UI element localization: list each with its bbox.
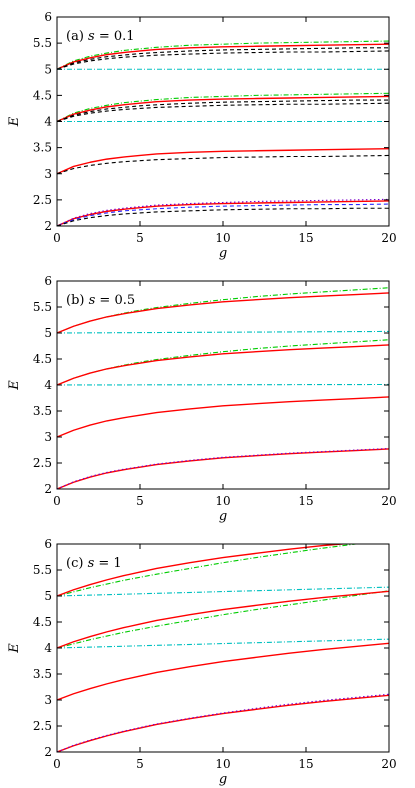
series-line-7 [57, 292, 389, 334]
y-tick-label: 2 [44, 745, 52, 759]
y-tick-label: 6 [44, 274, 52, 288]
series-line-13 [57, 47, 389, 70]
series-line-1 [57, 693, 389, 752]
x-tick-label: 20 [381, 757, 396, 771]
annotation-variable: s [88, 556, 95, 571]
x-tick-label: 5 [136, 757, 144, 771]
series-line-5 [57, 154, 389, 175]
x-tick-label: 10 [215, 494, 230, 508]
y-tick-label: 6 [44, 537, 52, 551]
series-line-6 [57, 287, 389, 334]
x-tick-label: 15 [298, 494, 313, 508]
series-line-8 [57, 586, 389, 597]
annotation-value: = 0.1 [95, 29, 135, 44]
panel-annotation: (b) s = 0.5 [66, 293, 135, 308]
series-line-7 [57, 95, 389, 123]
y-tick-label: 4 [44, 115, 52, 129]
chart-panel-2: 0 5 10 15 20 2 2.5 3 3.5 4 4.5 5 5.5 6 g E (c) s = 1 [7, 537, 397, 787]
chart-panel-1: 0 5 10 15 20 2 2.5 3 3.5 4 4.5 5 5.5 6 g E (b) s = 0.5 [7, 274, 397, 524]
y-tick-label: 2 [44, 219, 52, 233]
series-line-4 [57, 147, 389, 175]
x-tick-label: 20 [381, 494, 396, 508]
series-line-0 [57, 694, 389, 752]
y-tick-label: 2.5 [33, 193, 52, 207]
series-line-0 [57, 200, 389, 226]
chart-panel-0: 0 5 10 15 20 2 2.5 3 3.5 4 4.5 5 5.5 6 g E (a) s = 0.1 [7, 10, 397, 261]
panel-annotation: (a) s = 0.1 [66, 29, 135, 44]
y-tick-label: 4.5 [33, 88, 52, 102]
annotation-variable: s [89, 293, 96, 308]
series-line-2 [57, 203, 389, 226]
y-axis-label: E [7, 643, 22, 654]
series-line-12 [57, 43, 389, 70]
x-axis-label: g [219, 246, 227, 261]
x-tick-label: 0 [53, 231, 61, 245]
series-line-3 [57, 590, 389, 649]
y-tick-label: 5 [44, 589, 52, 603]
annotation-prefix: (c) [66, 556, 88, 571]
annotation-variable: s [88, 29, 95, 44]
y-tick-label: 5 [44, 326, 52, 340]
x-axis-label: g [219, 509, 227, 524]
y-tick-label: 5.5 [33, 300, 52, 314]
y-tick-label: 5.5 [33, 36, 52, 50]
y-tick-label: 3 [44, 693, 52, 707]
x-tick-label: 20 [381, 231, 396, 245]
series-group [57, 17, 389, 226]
y-axis-label: E [7, 116, 22, 127]
series-line-3 [57, 339, 389, 386]
x-tick-label: 0 [53, 757, 61, 771]
series-line-8 [57, 99, 389, 123]
series-line-4 [57, 344, 389, 386]
series-line-1 [57, 447, 389, 489]
x-axis-label: g [219, 772, 227, 787]
series-line-5 [57, 383, 389, 386]
annotation-prefix: (a) [66, 29, 88, 44]
series-line-6 [57, 544, 368, 597]
y-tick-label: 5.5 [33, 563, 52, 577]
series-line-5 [57, 638, 389, 649]
series-line-3 [57, 207, 389, 226]
annotation-value: = 0.5 [95, 293, 135, 308]
x-tick-label: 10 [215, 757, 230, 771]
y-tick-label: 4.5 [33, 615, 52, 629]
y-tick-label: 2.5 [33, 456, 52, 470]
y-tick-label: 2 [44, 482, 52, 496]
y-tick-label: 5 [44, 62, 52, 76]
x-tick-label: 15 [298, 231, 313, 245]
series-line-9 [57, 102, 389, 123]
series-line-14 [57, 50, 389, 70]
series-group [57, 281, 389, 489]
series-line-4 [57, 590, 389, 649]
series-line-6 [57, 92, 389, 122]
x-tick-label: 5 [136, 494, 144, 508]
annotation-value: = 1 [94, 556, 121, 571]
y-axis-label: E [7, 380, 22, 391]
series-group [57, 544, 389, 752]
y-tick-label: 3.5 [33, 141, 52, 155]
x-tick-label: 10 [215, 231, 230, 245]
series-line-7 [57, 544, 352, 597]
series-line-11 [57, 40, 389, 70]
panel-annotation: (c) s = 1 [66, 556, 122, 571]
x-tick-label: 5 [136, 231, 144, 245]
x-tick-label: 0 [53, 494, 61, 508]
series-line-2 [57, 642, 389, 701]
x-tick-label: 15 [298, 757, 313, 771]
y-tick-label: 3 [44, 167, 52, 181]
y-tick-label: 4.5 [33, 352, 52, 366]
series-line-2 [57, 396, 389, 438]
y-tick-label: 2.5 [33, 719, 52, 733]
y-tick-label: 3.5 [33, 404, 52, 418]
annotation-prefix: (b) [66, 293, 89, 308]
y-tick-label: 6 [44, 10, 52, 24]
y-tick-label: 3.5 [33, 667, 52, 681]
y-tick-label: 4 [44, 641, 52, 655]
series-line-8 [57, 330, 389, 334]
y-tick-label: 4 [44, 378, 52, 392]
series-line-0 [57, 448, 389, 489]
y-tick-label: 3 [44, 430, 52, 444]
